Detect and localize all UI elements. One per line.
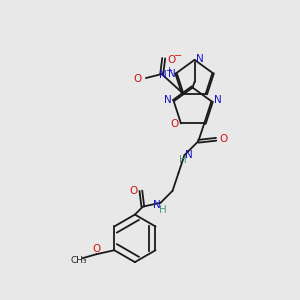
Text: H: H [159,205,167,214]
Text: O: O [130,186,138,196]
Text: N: N [196,54,203,64]
Text: −: − [173,51,181,61]
Text: O: O [167,55,176,65]
Text: N: N [214,95,221,105]
Text: N: N [153,200,160,210]
Text: N: N [168,69,176,79]
Text: N: N [159,70,167,80]
Text: H: H [178,155,186,165]
Text: O: O [170,119,178,129]
Text: CH₃: CH₃ [70,256,87,265]
Text: N: N [164,95,172,105]
Text: O: O [92,244,101,254]
Text: O: O [219,134,227,144]
Text: +: + [165,66,172,75]
Text: O: O [134,74,142,84]
Text: N: N [184,150,192,160]
